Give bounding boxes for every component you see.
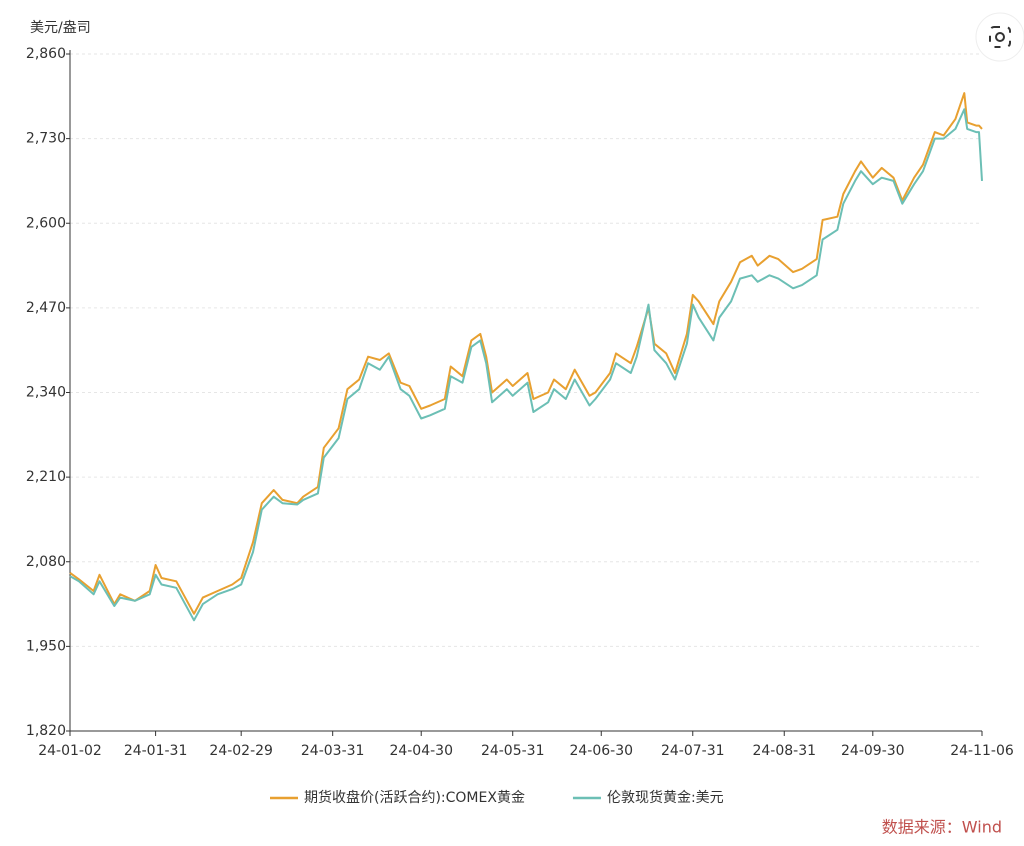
x-tick-label: 24-01-31 bbox=[124, 743, 188, 759]
x-tick-label: 24-02-29 bbox=[209, 743, 273, 759]
x-tick-label: 24-06-30 bbox=[569, 743, 633, 759]
lens-icon[interactable] bbox=[975, 12, 1024, 62]
y-tick-label: 2,210 bbox=[26, 469, 66, 485]
x-tick-label: 24-07-31 bbox=[661, 743, 725, 759]
y-tick-label: 2,340 bbox=[26, 385, 66, 401]
y-tick-label: 2,730 bbox=[26, 131, 66, 147]
x-tick-label: 24-01-02 bbox=[38, 743, 102, 759]
x-tick-label: 24-05-31 bbox=[481, 743, 545, 759]
y-tick-label: 1,950 bbox=[26, 638, 66, 654]
source-note: 数据来源：Wind bbox=[882, 818, 1002, 837]
y-tick-label: 2,600 bbox=[26, 215, 66, 231]
y-tick-label: 2,470 bbox=[26, 300, 66, 316]
y-tick-label: 2,080 bbox=[26, 554, 66, 570]
x-tick-label: 24-09-30 bbox=[841, 743, 905, 759]
legend-label: 期货收盘价(活跃合约):COMEX黄金 bbox=[304, 789, 525, 806]
series-line bbox=[69, 108, 983, 622]
x-tick-label: 24-04-30 bbox=[389, 743, 453, 759]
y-tick-label: 2,860 bbox=[26, 46, 66, 62]
x-tick-label: 24-08-31 bbox=[752, 743, 816, 759]
x-tick-label: 24-11-06 bbox=[950, 743, 1014, 759]
x-tick-label: 24-03-31 bbox=[301, 743, 365, 759]
legend-label: 伦敦现货黄金:美元 bbox=[607, 789, 724, 806]
series-line bbox=[69, 92, 983, 615]
y-tick-label: 1,820 bbox=[26, 723, 66, 739]
y-axis-unit: 美元/盎司 bbox=[30, 20, 91, 36]
